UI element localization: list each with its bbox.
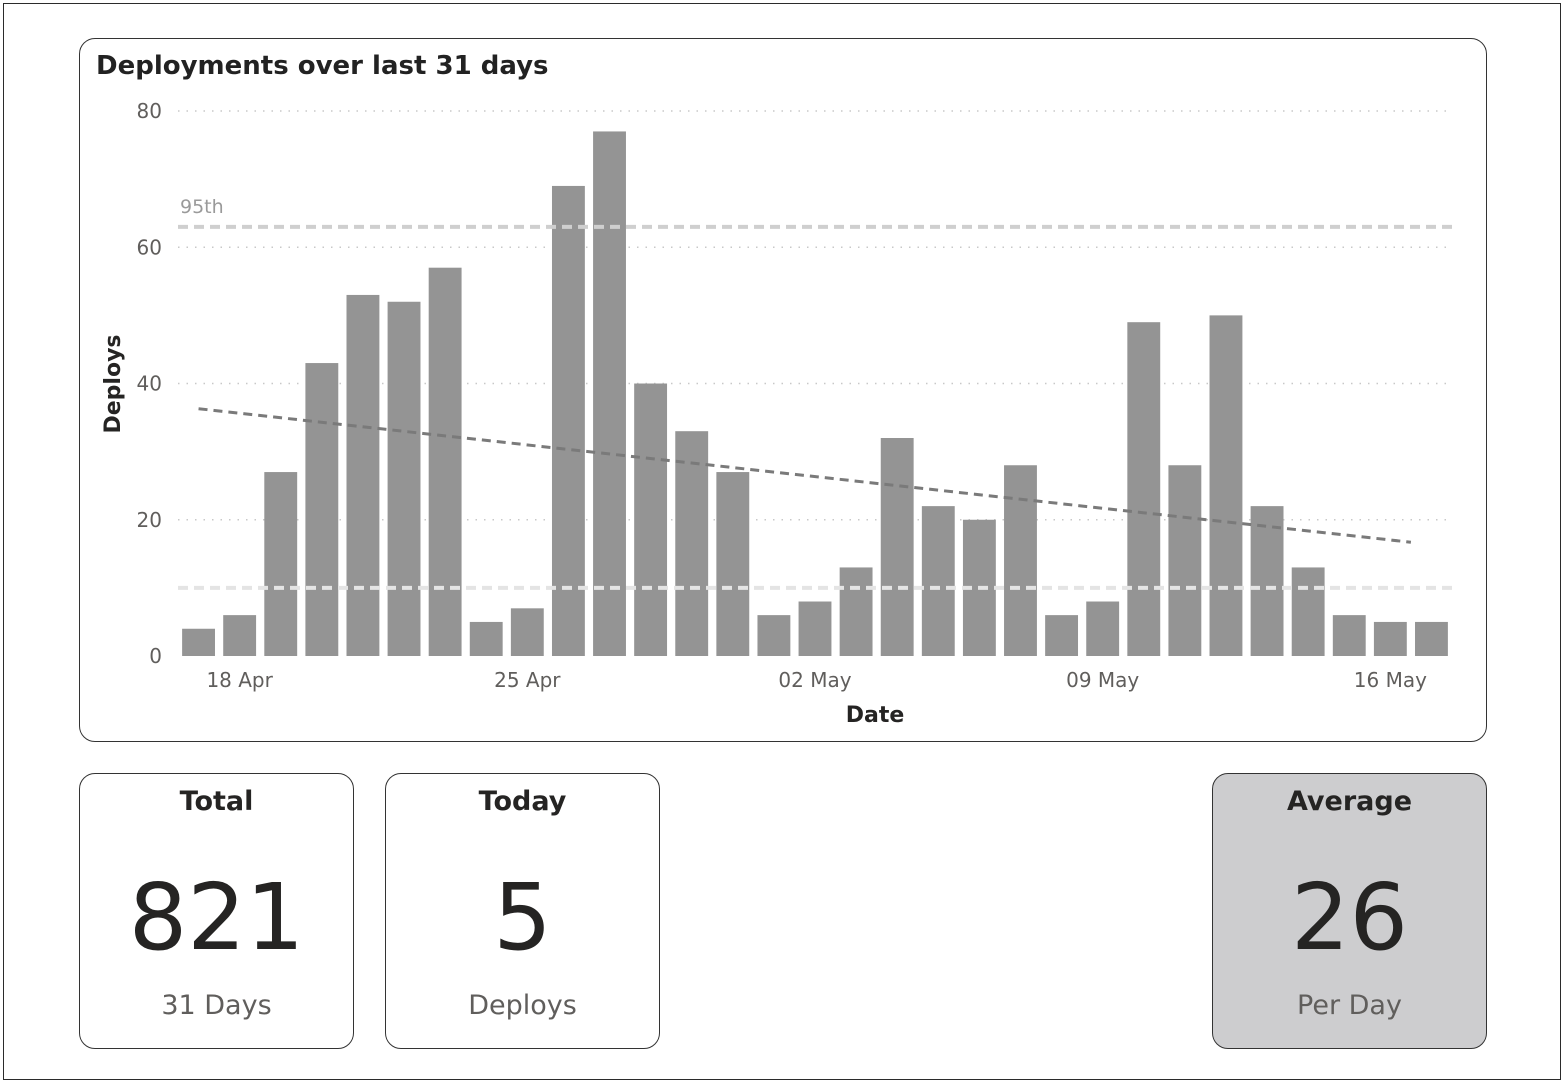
bar-01-may bbox=[757, 615, 791, 656]
bar-12-may bbox=[1209, 315, 1243, 656]
average-card: Average 26 Per Day bbox=[1212, 773, 1487, 1049]
bar-14-may bbox=[1291, 567, 1325, 656]
bar-07-may bbox=[1004, 465, 1037, 656]
bar-17-may bbox=[1415, 621, 1448, 656]
bar-05-may bbox=[921, 506, 955, 656]
bar-08-may bbox=[1045, 615, 1079, 656]
y-tick-label-20: 20 bbox=[137, 508, 162, 532]
y-tick-label-40: 40 bbox=[137, 372, 162, 396]
y-tick-label-80: 80 bbox=[137, 99, 162, 123]
y-tick-label-0: 0 bbox=[149, 644, 162, 668]
dashboard-frame bbox=[3, 3, 1561, 1080]
bar-18-apr bbox=[223, 615, 257, 656]
bar-13-may bbox=[1250, 506, 1284, 656]
x-tick-label-02-may: 02 May bbox=[778, 668, 851, 692]
bar-10-may bbox=[1127, 322, 1161, 656]
x-tick-label-18-apr: 18 Apr bbox=[206, 668, 273, 692]
total-card: Total 821 31 Days bbox=[79, 773, 354, 1049]
deployments-chart-card: 0 20 40 60 80 95th 18 Apr 25 Apr 02 May 09 May 16 … bbox=[79, 38, 1487, 742]
bar-09-may bbox=[1086, 601, 1120, 656]
today-card-subtitle: Deploys bbox=[468, 990, 577, 1021]
bar-23-apr bbox=[428, 267, 462, 656]
today-card-value: 5 bbox=[493, 864, 552, 971]
bar-28-apr bbox=[634, 383, 668, 656]
chart-title: Deployments over last 31 days bbox=[96, 51, 549, 81]
reference-line-label: 95th bbox=[180, 196, 224, 218]
average-card-value: 26 bbox=[1290, 864, 1409, 971]
x-tick-label-25-apr: 25 Apr bbox=[494, 668, 561, 692]
bar-15-may bbox=[1332, 615, 1366, 656]
deployments-chart: 0 20 40 60 80 95th 18 Apr 25 Apr 02 May 09 May 16 … bbox=[101, 99, 1452, 728]
average-card-title: Average bbox=[1286, 786, 1413, 817]
total-card-value: 821 bbox=[128, 864, 305, 971]
bar-21-apr bbox=[346, 294, 380, 656]
y-axis-title: Deploys bbox=[101, 334, 126, 433]
x-tick-label-16-may: 16 May bbox=[1354, 668, 1427, 692]
bar-24-apr bbox=[469, 621, 503, 656]
bar-16-may bbox=[1373, 621, 1407, 656]
bar-25-apr bbox=[510, 608, 544, 656]
bar-26-apr bbox=[551, 185, 585, 656]
x-tick-label-09-may: 09 May bbox=[1066, 668, 1139, 692]
x-axis-title: Date bbox=[846, 703, 905, 728]
bar-20-apr bbox=[305, 363, 339, 656]
bar-27-apr bbox=[593, 131, 626, 656]
bar-17-apr bbox=[182, 628, 215, 656]
today-card-title: Today bbox=[478, 786, 567, 817]
trend-line bbox=[198, 407, 1412, 544]
bar-19-apr bbox=[264, 472, 298, 656]
bar-02-may bbox=[798, 601, 832, 656]
bar-04-may bbox=[880, 438, 914, 656]
today-card: Today 5 Deploys bbox=[385, 773, 660, 1049]
bar-11-may bbox=[1168, 465, 1202, 656]
bar-22-apr bbox=[387, 301, 421, 656]
total-card-subtitle: 31 Days bbox=[161, 990, 272, 1021]
bar-03-may bbox=[839, 567, 873, 656]
y-tick-label-60: 60 bbox=[137, 235, 162, 259]
total-card-title: Total bbox=[179, 786, 254, 817]
bar-29-apr bbox=[675, 431, 709, 656]
bar-30-apr bbox=[716, 472, 750, 656]
average-card-subtitle: Per Day bbox=[1297, 990, 1402, 1021]
